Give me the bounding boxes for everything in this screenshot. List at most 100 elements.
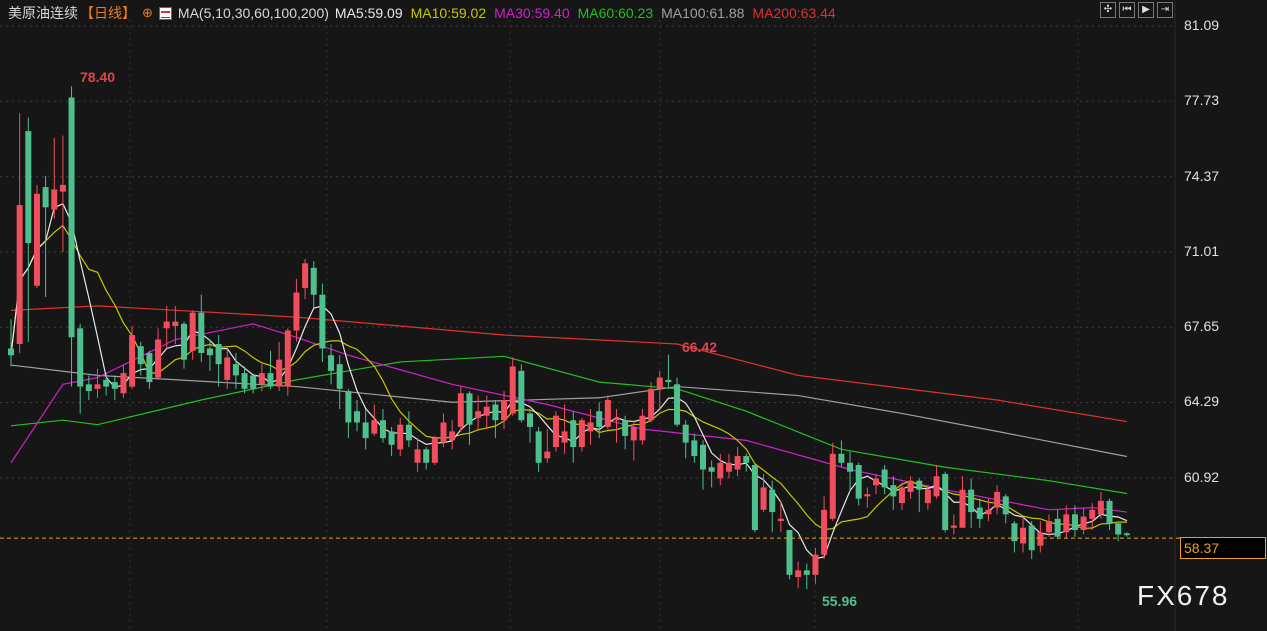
period-selector[interactable]: 【日线】 [80,5,136,21]
candle-body [276,359,283,387]
candle-body [1002,496,1009,515]
candle [1054,509,1061,539]
indicator-chart-icon[interactable] [158,6,172,20]
ma30-line [10,323,1127,513]
candle-body [449,431,456,441]
candle [405,411,412,448]
ma200-line [10,305,1127,423]
candle-body [1097,500,1104,515]
candle-body [1089,509,1096,519]
candle [77,323,84,414]
moving-average-lines [10,202,1128,560]
candle [198,294,205,362]
candle [103,373,110,396]
candle [276,341,283,392]
candle-body [146,352,153,383]
candle [613,408,620,443]
candle-body [362,422,369,439]
candle [137,341,144,376]
candle-body [224,357,231,380]
candle-body [855,465,862,499]
candle-body [881,469,888,488]
candle [527,408,533,443]
candle [639,408,646,445]
candle [630,420,637,461]
candle [812,547,819,584]
candle-body [916,480,923,490]
candle-body [25,131,32,244]
candle-body [59,184,66,192]
candle [241,366,248,394]
candle [146,350,153,389]
candle-body [267,373,274,387]
candle-body [181,323,187,360]
candle [354,400,360,432]
candle [968,478,975,528]
ma100-line [10,364,1127,458]
exit-icon[interactable]: ⇥ [1157,2,1173,18]
candle [120,364,127,398]
candle-body [639,415,646,441]
candle [1046,514,1052,537]
candle [1106,498,1113,531]
candle-body [622,420,629,436]
instrument-name[interactable]: 美原油连续 [8,5,78,21]
candle [362,408,369,450]
candle [760,473,767,513]
candle [155,328,162,380]
ma-value-4: MA100:61.88 [661,5,745,21]
candle-body [1106,500,1113,524]
candle-body [985,509,992,515]
candle [821,496,828,560]
candle-body [829,453,836,519]
candle-body [94,384,101,389]
y-tick-label: 71.01 [1184,242,1220,259]
chart-header: 美原油连续 【日线】 ⊕ MA(5,10,30,60,100,200) MA5:… [8,3,836,23]
candle [1028,521,1035,560]
ma-value-1: MA10:59.02 [410,5,487,21]
candle [1080,507,1087,535]
candle-body [561,431,568,443]
candle-body [1123,533,1130,536]
candle-body [172,321,179,327]
candle [310,261,317,309]
candle-body [821,509,828,555]
candle [700,440,706,490]
step-back-icon[interactable]: ⏮ [1119,2,1135,18]
candle-body [1020,527,1027,544]
candle-body [405,424,412,441]
candle [423,447,430,470]
candle [786,530,793,580]
candle [1097,491,1104,519]
candle-body [1071,514,1078,531]
candle [492,400,499,439]
candle-body [354,411,360,423]
candle [1037,521,1044,553]
candle-body [129,335,136,387]
candle-body [717,462,724,479]
crosshair-circle-icon[interactable]: ⊕ [142,5,153,20]
indicator-name[interactable]: MA(5,10,30,60,100,200) [177,5,329,21]
candle [336,355,343,409]
candle-body [795,570,802,578]
candle [717,453,724,486]
crosshair-icon[interactable]: ✣ [1100,2,1116,18]
candle [1063,505,1070,539]
candle-body [812,554,819,575]
candle [16,113,23,353]
candle [475,395,482,430]
candle-body [42,187,49,208]
play-icon[interactable]: ▶ [1138,2,1154,18]
y-tick-label: 67.65 [1184,318,1220,335]
candle [725,453,732,479]
candle-body [578,420,585,448]
candle-body [1046,521,1052,533]
candle [855,462,862,506]
candle [85,375,92,401]
candle-body [77,328,84,387]
candle-body [8,348,14,356]
candle-body [942,473,949,531]
candle [552,411,559,452]
grid [0,0,1176,631]
